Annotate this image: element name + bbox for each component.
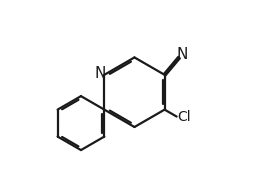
Text: N: N xyxy=(176,47,187,62)
Text: Cl: Cl xyxy=(177,110,190,124)
Text: N: N xyxy=(94,66,105,81)
